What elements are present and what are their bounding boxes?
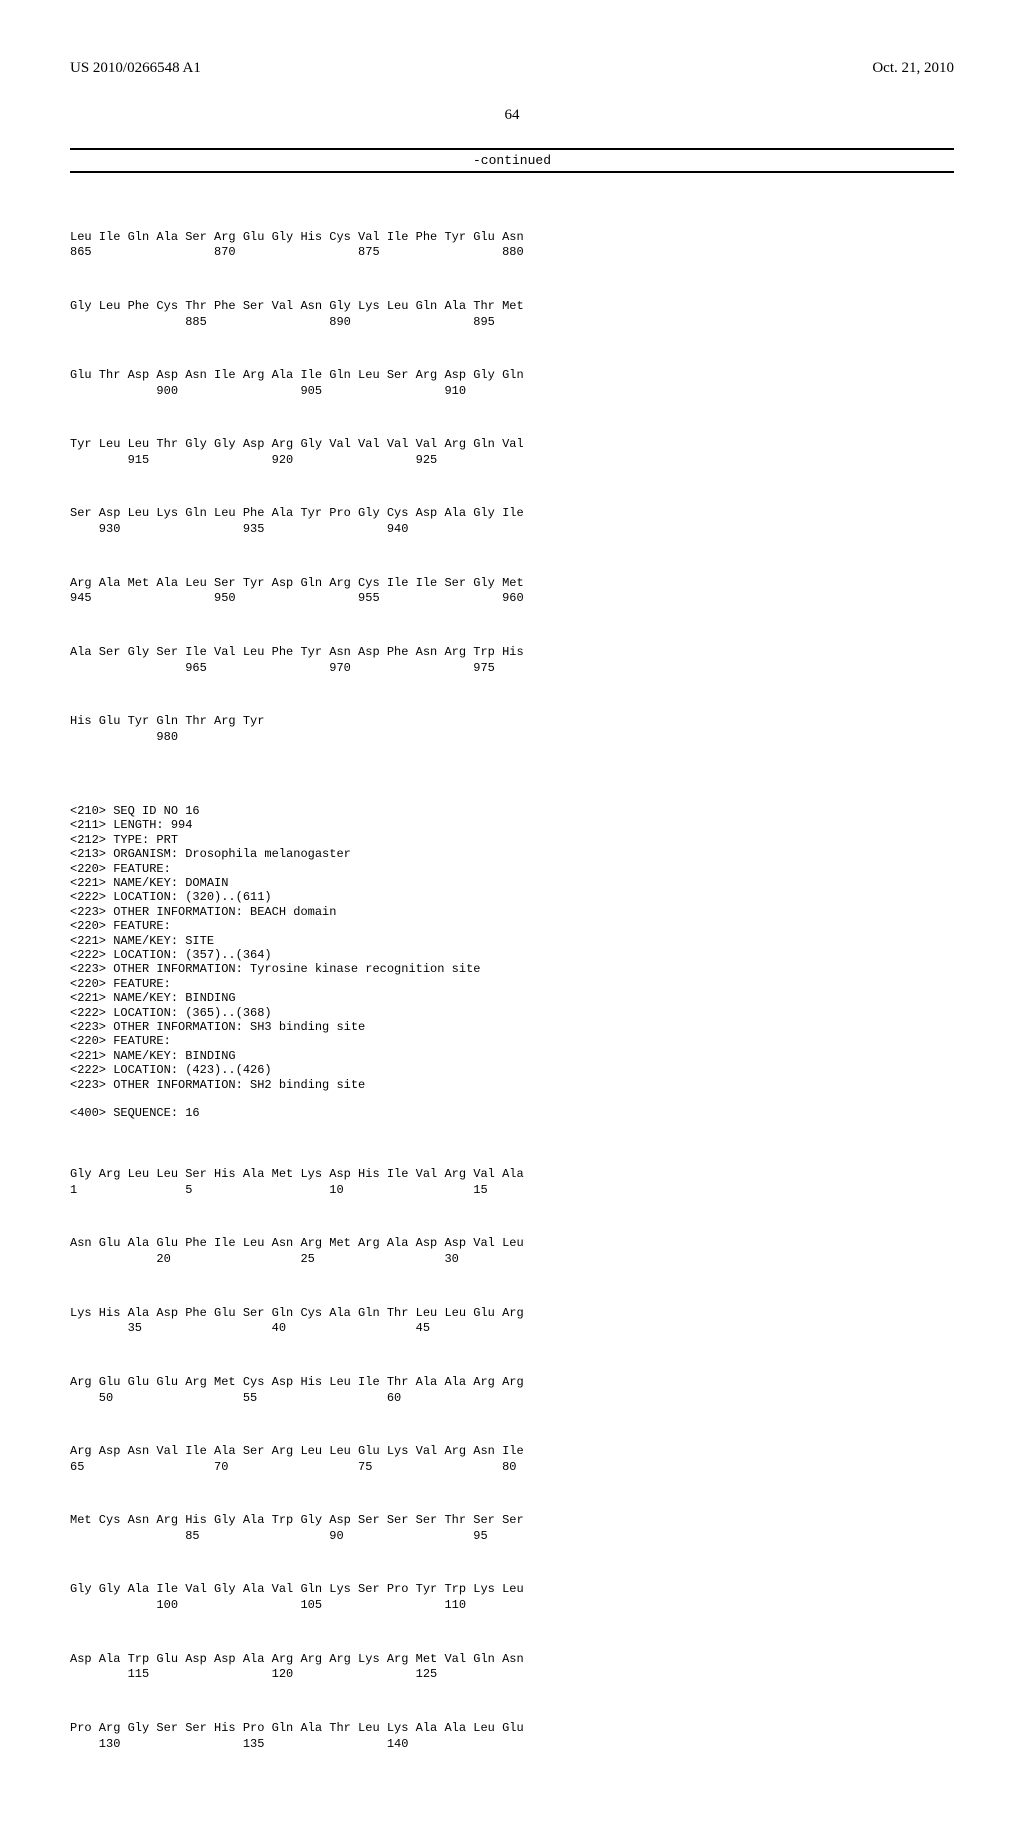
seq1-aa: Arg Ala Met Ala Leu Ser Tyr Asp Gln Arg … <box>70 577 954 591</box>
seq1-num: 980 <box>70 731 954 745</box>
seq2-num: 65 70 75 80 <box>70 1461 954 1475</box>
seq2-num: 1 5 10 15 <box>70 1184 954 1198</box>
seq1-num: 945 950 955 960 <box>70 592 954 606</box>
publication-number: US 2010/0266548 A1 <box>70 60 201 77</box>
seq1-num: 965 970 975 <box>70 662 954 676</box>
seq1-aa: Tyr Leu Leu Thr Gly Gly Asp Arg Gly Val … <box>70 438 954 452</box>
seq1-aa: Ser Asp Leu Lys Gln Leu Phe Ala Tyr Pro … <box>70 507 954 521</box>
seq2-aa: Met Cys Asn Arg His Gly Ala Trp Gly Asp … <box>70 1514 954 1528</box>
seq1-aa: Gly Leu Phe Cys Thr Phe Ser Val Asn Gly … <box>70 300 954 314</box>
seq2-aa: Pro Arg Gly Ser Ser His Pro Gln Ala Thr … <box>70 1722 954 1736</box>
seq1-num: 900 905 910 <box>70 385 954 399</box>
seq2-num: 100 105 110 <box>70 1599 954 1613</box>
seq2-num: 35 40 45 <box>70 1322 954 1336</box>
continued-bar: -continued <box>70 148 954 173</box>
seq2-aa: Gly Gly Ala Ile Val Gly Ala Val Gln Lys … <box>70 1583 954 1597</box>
sequence-block-2: Gly Arg Leu Leu Ser His Ala Met Lys Asp … <box>70 1141 954 1791</box>
seq1-num: 930 935 940 <box>70 523 954 537</box>
seq2-num: 130 135 140 <box>70 1738 954 1752</box>
seq2-aa: Arg Asp Asn Val Ile Ala Ser Arg Leu Leu … <box>70 1445 954 1459</box>
seq1-aa: Glu Thr Asp Asp Asn Ile Arg Ala Ile Gln … <box>70 369 954 383</box>
seq2-num: 50 55 60 <box>70 1392 954 1406</box>
seq2-num: 85 90 95 <box>70 1530 954 1544</box>
page-container: US 2010/0266548 A1 Oct. 21, 2010 64 -con… <box>0 0 1024 1831</box>
seq2-aa: Arg Glu Glu Glu Arg Met Cys Asp His Leu … <box>70 1376 954 1390</box>
seq1-num: 865 870 875 880 <box>70 246 954 260</box>
sequence-block-1: Leu Ile Gln Ala Ser Arg Glu Gly His Cys … <box>70 203 954 784</box>
seq2-num: 115 120 125 <box>70 1668 954 1682</box>
seq1-aa: His Glu Tyr Gln Thr Arg Tyr <box>70 715 954 729</box>
seq2-aa: Asp Ala Trp Glu Asp Asp Ala Arg Arg Arg … <box>70 1653 954 1667</box>
page-number: 64 <box>70 107 954 124</box>
sequence-metadata: <210> SEQ ID NO 16 <211> LENGTH: 994 <21… <box>70 804 954 1121</box>
seq2-aa: Asn Glu Ala Glu Phe Ile Leu Asn Arg Met … <box>70 1237 954 1251</box>
seq2-aa: Lys His Ala Asp Phe Glu Ser Gln Cys Ala … <box>70 1307 954 1321</box>
seq1-num: 885 890 895 <box>70 316 954 330</box>
seq1-aa: Leu Ile Gln Ala Ser Arg Glu Gly His Cys … <box>70 231 954 245</box>
seq2-aa: Gly Arg Leu Leu Ser His Ala Met Lys Asp … <box>70 1168 954 1182</box>
publication-date: Oct. 21, 2010 <box>872 60 954 77</box>
page-header: US 2010/0266548 A1 Oct. 21, 2010 <box>70 60 954 77</box>
seq1-num: 915 920 925 <box>70 454 954 468</box>
seq2-num: 20 25 30 <box>70 1253 954 1267</box>
seq1-aa: Ala Ser Gly Ser Ile Val Leu Phe Tyr Asn … <box>70 646 954 660</box>
